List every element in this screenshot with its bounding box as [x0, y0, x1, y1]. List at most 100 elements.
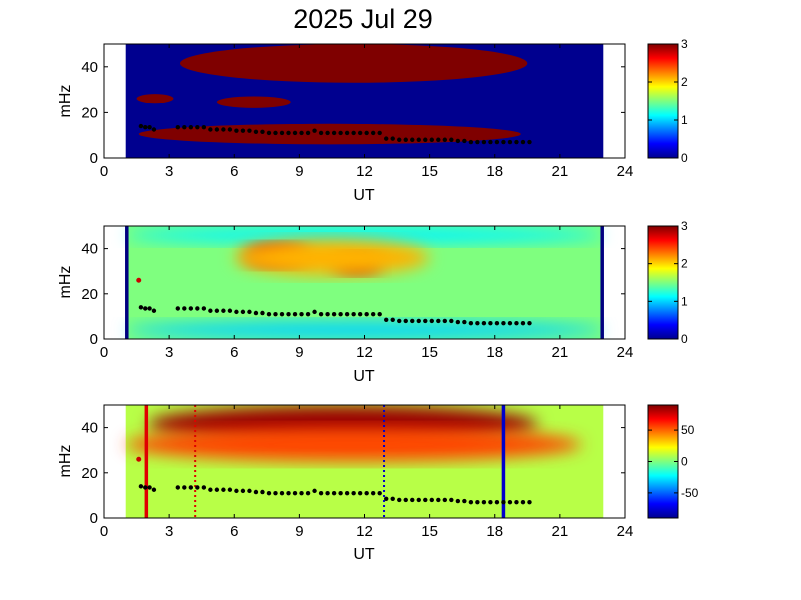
panel-1-xtick-label: 18: [486, 163, 503, 180]
panel-3-trace-point: [436, 497, 441, 503]
panel-1-trace-point: [292, 130, 298, 136]
panel-1-trace-point: [455, 138, 461, 144]
panel-3-colorbar: [647, 404, 679, 519]
panel-2-trace-point: [351, 311, 356, 317]
figure-title: 2025 Jul 29: [293, 4, 433, 34]
panel-1-trace-point: [331, 130, 337, 136]
panel-1-trace-point: [475, 139, 480, 145]
panel-3-trace-point: [227, 487, 233, 492]
panel-3-trace-point: [481, 499, 487, 505]
panel-1-trace-point: [390, 136, 395, 141]
panel-2-ytick-label: 40: [81, 241, 98, 258]
panel-3-trace-point: [286, 490, 291, 496]
panel-3-trace-point: [351, 490, 356, 496]
panel-2-xtick-label: 3: [165, 344, 173, 361]
panel-1-trace-point: [260, 129, 265, 134]
panel-1-trace-point: [182, 125, 187, 130]
panel-1-trace-point: [468, 139, 474, 145]
panel-3-trace-point: [410, 497, 415, 503]
panel-1-ylabel: mHz: [57, 85, 74, 118]
panel-1-cb-label: 0: [681, 151, 688, 165]
panel-1-trace-point: [312, 128, 317, 133]
panel-2-trace-point: [410, 318, 415, 324]
panel-2-trace-point: [403, 318, 408, 324]
panel-2-xtick-label: 12: [356, 344, 373, 361]
panel-1-xtick-label: 0: [100, 163, 108, 180]
panel-1-trace-point: [151, 127, 157, 132]
panel-3-xtick-label: 24: [617, 523, 634, 540]
panel-1-trace-point: [188, 125, 194, 130]
panel-3-trace-point: [305, 490, 311, 496]
panel-3-region-1: [125, 427, 582, 462]
panel-3-trace-point: [147, 485, 152, 490]
panel-1-trace-point: [364, 130, 369, 136]
panel-2-trace-point: [429, 318, 434, 324]
panel-1-trace-point: [397, 137, 402, 142]
panel-2-trace-point: [266, 311, 272, 317]
panel-1-trace-point: [286, 130, 291, 136]
panel-2-xtick-label: 9: [295, 344, 303, 361]
panel-2-xtick-label: 6: [230, 344, 238, 361]
panel-1-trace-point: [344, 130, 350, 136]
panel-2-trace-point: [475, 320, 480, 326]
panel-1-trace-point: [221, 127, 226, 132]
panel-3-trace-point: [221, 487, 226, 492]
panel-3-xtick-label: 3: [165, 523, 173, 540]
panel-3-trace-point: [325, 490, 330, 496]
panel-3-trace-point: [260, 489, 265, 495]
panel-2-trace-point: [455, 319, 461, 325]
panel-1-trace-point: [273, 130, 278, 136]
panel-3-xtick-label: 6: [230, 523, 238, 540]
panel-1-trace-point: [299, 130, 304, 136]
panel-3-cb-label: -50: [681, 486, 699, 500]
panel-2-trace-point: [370, 311, 376, 317]
panel-1-trace-point: [384, 136, 389, 141]
panel-2-region-1: [125, 320, 604, 339]
panel-2-trace-point: [260, 310, 265, 316]
panel-3-trace-point: [266, 490, 272, 496]
panel-3-heatmap: [125, 405, 604, 518]
panel-3-ytick-label: 40: [81, 420, 98, 437]
panel-2-trace-point: [514, 320, 519, 326]
panel-3-xtick-label: 21: [552, 523, 569, 540]
panel-1-trace-point: [481, 139, 487, 145]
panel-3-trace-point: [501, 499, 506, 505]
panel-1-xlabel: UT: [353, 187, 375, 204]
panel-3-cb-label: 0: [681, 455, 688, 469]
panel-2-colorbar: [647, 225, 679, 340]
panel-3-trace-point: [377, 490, 382, 496]
panel-1-colorbar: [647, 43, 679, 159]
panel-2-trace-point: [397, 318, 402, 324]
panel-1-trace-point: [462, 138, 467, 144]
panel-1-trace-point: [147, 125, 152, 130]
panel-3-trace-point: [455, 498, 461, 504]
panel-3-xtick-label: 15: [421, 523, 438, 540]
panel-3-trace-point: [384, 496, 389, 501]
panel-2-trace-point: [501, 320, 506, 326]
panel-2-xlabel: UT: [353, 368, 375, 385]
panel-1-trace-point: [240, 128, 246, 133]
panel-2-trace-point: [234, 309, 239, 315]
panel-3-trace-point: [253, 489, 259, 495]
panel-1-ytick-label: 20: [81, 104, 98, 121]
panel-1-trace-point: [520, 139, 526, 145]
panel-1-trace-point: [234, 128, 239, 133]
panel-2-trace-point: [325, 311, 330, 317]
panel-1-trace-point: [449, 137, 454, 142]
panel-2-trace-point: [331, 311, 337, 317]
panel-3-trace-point: [364, 490, 369, 496]
panel-2-xtick-label: 0: [100, 344, 108, 361]
panel-1-trace-point: [357, 130, 363, 136]
panel-2-trace-point: [436, 318, 441, 324]
panel-2-trace-point: [364, 311, 369, 317]
panel-1-trace-point: [351, 130, 356, 136]
panel-1-trace-point: [507, 139, 513, 145]
panel-1-trace-point: [377, 130, 382, 136]
panel-3-trace-point: [449, 497, 454, 503]
panel-2-trace-point: [338, 311, 343, 317]
panel-3-trace-point: [488, 499, 493, 505]
panel-1-trace-point: [338, 130, 343, 136]
panel-3-trace-point: [331, 490, 337, 496]
panel-2-trace-point: [273, 311, 278, 317]
panel-3-ylabel: mHz: [57, 445, 74, 478]
